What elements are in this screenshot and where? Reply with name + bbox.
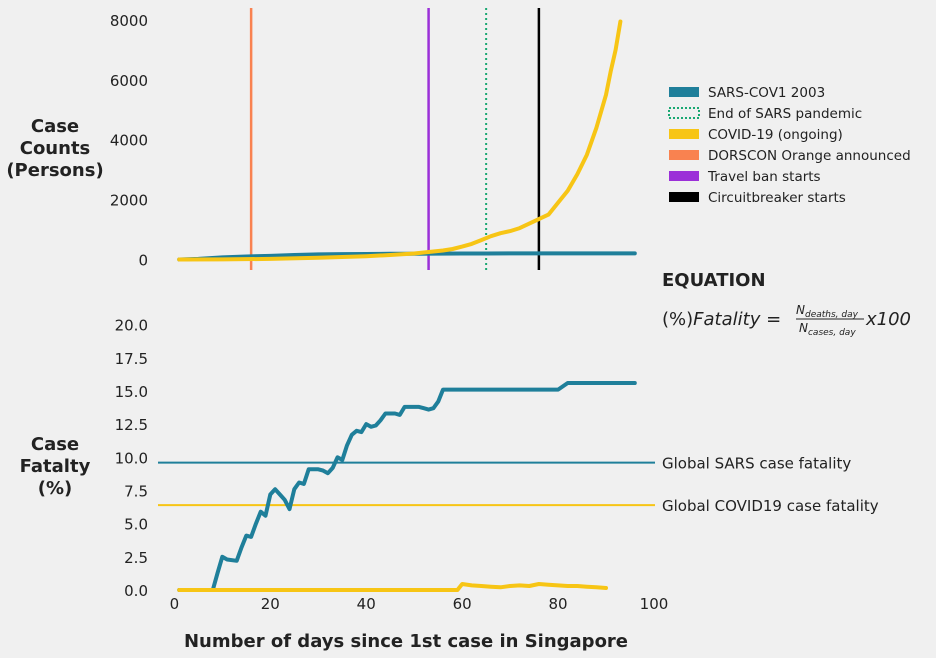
legend-swatch-sars-cov1-2003 [669,87,699,97]
legend-label-circuitbreaker-starts: Circuitbreaker starts [708,190,846,206]
hline-label: Global COVID19 case fatality [662,497,879,515]
series-sars-cov1-2003 [177,381,637,592]
y-tick-label: 2.5 [124,549,148,567]
equation-lhs: (%) [662,309,693,330]
case-counts-plot: 0 2000 4000 6000 8000 Case Counts (Persons) [6,8,637,270]
equation-denominator: Ncases, day [799,321,856,338]
equation-title: EQUATION [662,270,766,291]
y-tick-label: 8000 [110,12,148,30]
equation-equals: = [760,309,781,330]
y-tick-label: 7.5 [124,482,148,500]
y-tick-label: 4000 [110,132,148,150]
y-axis-label: Case Fatalty (%) [20,434,91,499]
y-tick-label: 12.5 [115,416,148,434]
legend-label-travel-ban-starts: Travel ban starts [707,169,821,185]
legend-swatch-travel-ban-starts [669,171,699,181]
y-tick-label: 20.0 [115,317,148,335]
equation-numerator: Ndeaths, day [796,303,859,320]
x-tick-label: 60 [453,595,472,613]
y-tick-label: 6000 [110,72,148,90]
y-tick-label: 17.5 [115,350,148,368]
equation-multiplier: x100 [865,309,911,330]
y-tick-label: 15.0 [115,383,148,401]
legend-label-dorscon-orange-announced: DORSCON Orange announced [708,148,911,164]
series-covid-19-ongoing [177,19,623,262]
x-axis-label: Number of days since 1st case in Singapo… [184,631,628,652]
equation-block: EQUATION (%)Fatality = Ndeaths, day Ncas… [662,270,911,338]
case-fatality-plot: Global SARS case fatality Global COVID19 … [20,317,879,652]
legend-swatch-dorscon-orange-announced [669,150,699,160]
y-axis-label: Case Counts (Persons) [6,116,103,181]
series-covid-19-ongoing [177,582,608,592]
hline-label: Global SARS case fatality [662,455,851,473]
y-tick-label: 0 [138,252,148,270]
x-tick-label: 100 [640,595,669,613]
x-tick-label: 40 [357,595,376,613]
legend-label-end-of-sars-pandemic: End of SARS pandemic [708,106,862,122]
x-tick-label: 20 [261,595,280,613]
equation-fatality: Fatality [693,309,761,330]
y-tick-label: 10.0 [115,449,148,467]
y-tick-label: 0.0 [124,582,148,600]
legend: SARS-COV1 2003 End of SARS pandemic COVID-… [668,85,911,206]
legend-label-covid-19-ongoing: COVID-19 (ongoing) [708,127,843,143]
x-tick-label: 0 [170,595,180,613]
x-tick-label: 80 [549,595,568,613]
legend-swatch-circuitbreaker-starts [669,192,699,202]
y-tick-label: 5.0 [124,516,148,534]
legend-label-sars-cov1-2003: SARS-COV1 2003 [708,85,825,101]
y-tick-label: 2000 [110,192,148,210]
legend-swatch-covid-19-ongoing [669,129,699,139]
equation-text: (%)Fatality = [662,309,781,330]
legend-swatch-end-of-sars-pandemic [668,107,700,119]
